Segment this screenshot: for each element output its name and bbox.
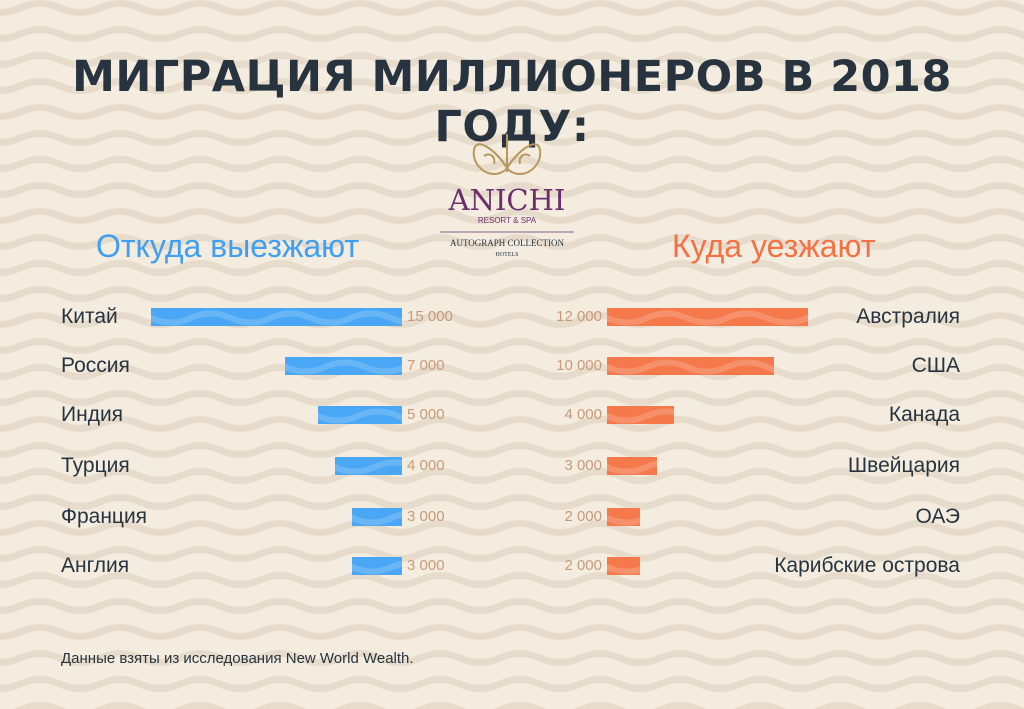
- category-label: Турция: [61, 454, 130, 477]
- category-label: Швейцария: [847, 454, 960, 477]
- page-title: МИГРАЦИЯ МИЛЛИОНЕРОВ В 2018 ГОДУ:: [72, 52, 952, 152]
- logo-name: ANICHI: [448, 183, 566, 217]
- category-label: Китай: [61, 305, 118, 328]
- category-label: ОАЭ: [915, 505, 960, 528]
- bar: [318, 406, 402, 424]
- anichi-logo: ANICHI RESORT & SPA AUTOGRAPH COLLECTION…: [440, 134, 574, 258]
- value-label: 7 000: [407, 357, 445, 374]
- category-label: Карибские острова: [774, 554, 960, 577]
- bar: [285, 357, 402, 375]
- category-label: Канада: [888, 403, 960, 426]
- butterfly-icon: [472, 134, 542, 176]
- value-label: 3 000: [407, 508, 445, 525]
- bar: [607, 508, 640, 526]
- value-label: 3 000: [564, 457, 602, 474]
- bar: [607, 557, 640, 575]
- bar: [607, 357, 774, 375]
- logo-line2: AUTOGRAPH COLLECTION: [450, 238, 565, 248]
- bar: [607, 308, 808, 326]
- outgoing-heading: Откуда выезжают: [96, 228, 360, 264]
- category-label: США: [911, 354, 960, 377]
- category-label: Франция: [61, 505, 148, 528]
- bar: [352, 508, 402, 526]
- bar: [335, 457, 402, 475]
- bar: [607, 406, 674, 424]
- bar: [151, 308, 402, 326]
- value-label: 4 000: [564, 406, 602, 423]
- category-label: Австралия: [856, 305, 960, 328]
- value-label: 12 000: [556, 308, 602, 325]
- bar: [607, 457, 657, 475]
- value-label: 2 000: [564, 508, 602, 525]
- logo-line3: HOTELS: [496, 252, 519, 258]
- incoming-heading: Куда уезжают: [672, 228, 876, 264]
- value-label: 10 000: [556, 357, 602, 374]
- value-label: 5 000: [407, 406, 445, 423]
- category-label: Россия: [61, 354, 130, 377]
- value-label: 15 000: [407, 308, 453, 325]
- category-label: Индия: [61, 403, 124, 426]
- value-label: 3 000: [407, 557, 445, 574]
- logo-line1: RESORT & SPA: [478, 216, 537, 225]
- value-label: 2 000: [564, 557, 602, 574]
- source-note: Данные взяты из исследования New World W…: [61, 650, 414, 667]
- category-label: Англия: [61, 554, 130, 577]
- bar: [352, 557, 402, 575]
- value-label: 4 000: [407, 457, 445, 474]
